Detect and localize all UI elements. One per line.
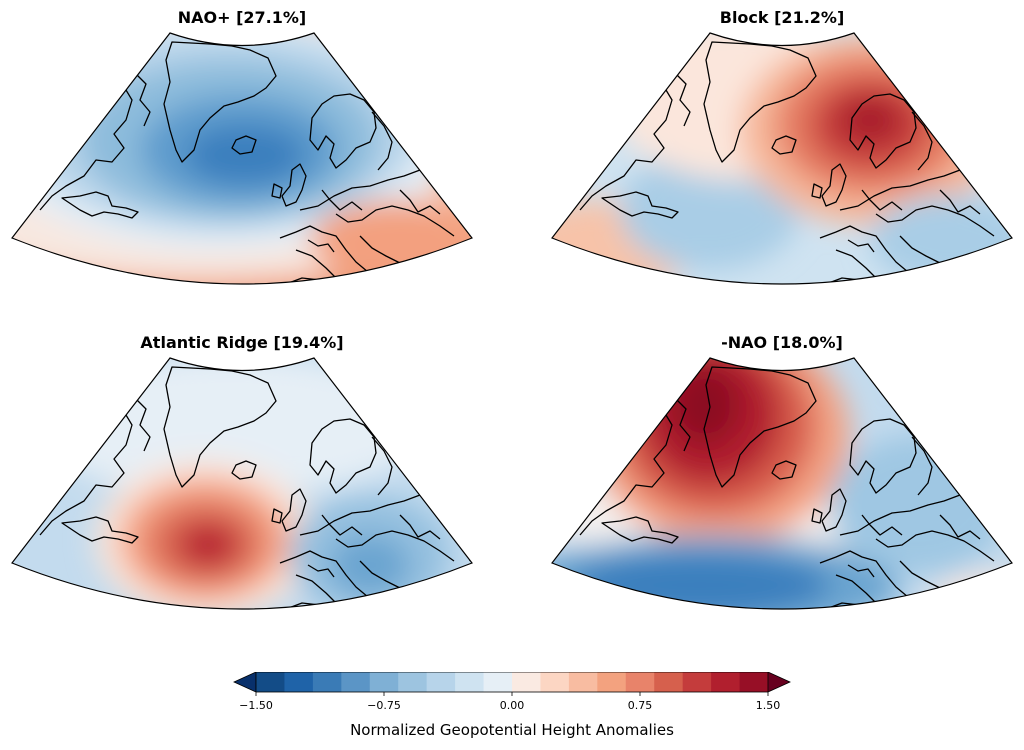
panel-title-block: Block [21.2%]: [719, 8, 845, 27]
colorbar-swatch: [483, 672, 513, 692]
map-panel-nao-minus: [551, 357, 1013, 610]
colorbar-tick-label: −1.50: [239, 699, 273, 712]
colorbar-extend-max: [767, 672, 791, 693]
colorbar-swatch: [455, 672, 485, 692]
colorbar-swatch: [512, 672, 541, 692]
colorbar-tick-label: 0.00: [500, 699, 525, 712]
colorbar-swatch: [398, 672, 428, 692]
colorbar-swatch: [369, 672, 399, 692]
colorbar-swatch: [256, 672, 285, 692]
colorbar-swatch: [711, 672, 741, 692]
panel-title-nao-plus: NAO+ [27.1%]: [177, 8, 307, 27]
colorbar-label: Normalized Geopotential Height Anomalies: [350, 721, 674, 739]
colorbar: −1.50 −0.75 0.00 0.75 1.50: [233, 672, 791, 712]
colorbar-extend-min: [233, 672, 257, 693]
colorbar-swatch: [682, 672, 712, 692]
colorbar-swatch: [341, 672, 371, 692]
colorbar-tick-label: −0.75: [367, 699, 401, 712]
colorbar-tick-label: 1.50: [756, 699, 781, 712]
panel-title-nao-minus: -NAO [18.0%]: [721, 333, 843, 352]
colorbar-tick-label: 0.75: [628, 699, 653, 712]
map-panel-nao-plus: [11, 32, 473, 285]
map-panel-atlantic-ridge: [11, 357, 473, 610]
colorbar-swatch: [625, 672, 655, 692]
map-panel-block: [551, 32, 1013, 285]
colorbar-swatch: [597, 672, 627, 692]
colorbar-swatch: [540, 672, 570, 692]
colorbar-swatch: [568, 672, 598, 692]
colorbar-swatch: [739, 672, 769, 692]
panel-title-atlantic-ridge: Atlantic Ridge [19.4%]: [140, 333, 344, 352]
colorbar-swatch: [426, 672, 456, 692]
colorbar-swatch: [284, 672, 314, 692]
colorbar-swatch: [654, 672, 684, 692]
colorbar-swatch: [312, 672, 342, 692]
